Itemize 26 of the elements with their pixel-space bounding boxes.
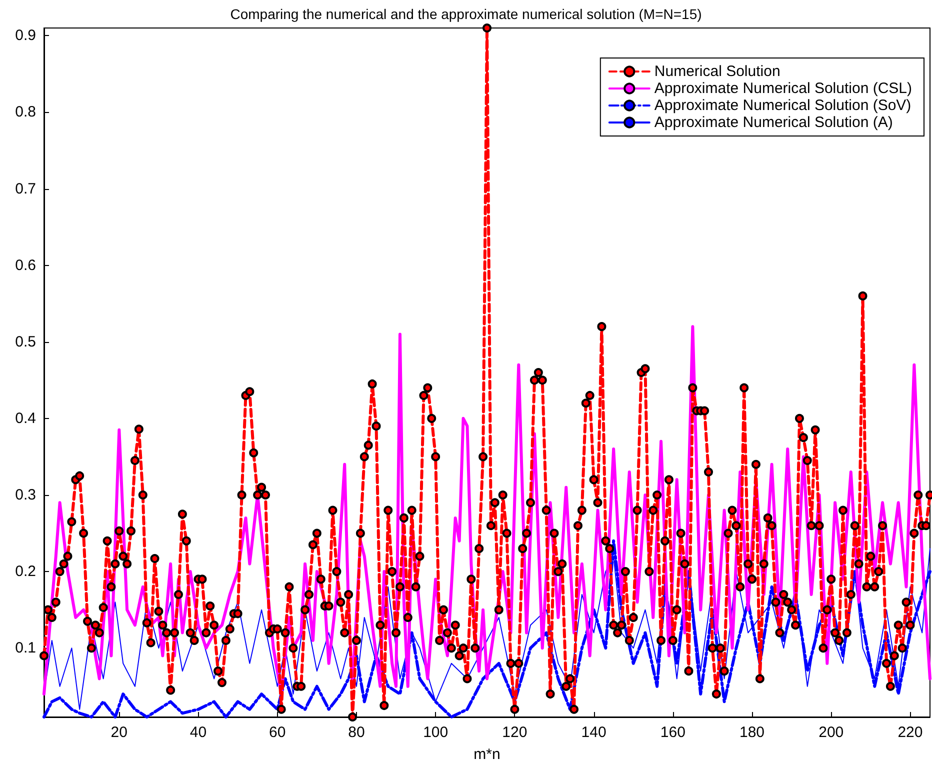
y-tick-label: 0.3 <box>15 486 36 504</box>
y-tick-label: 0.7 <box>15 180 36 198</box>
x-tick-label: 220 <box>898 724 923 741</box>
x-tick-label: 100 <box>423 724 448 741</box>
y-tick-label: 0.1 <box>15 640 36 657</box>
x-tick-label: 200 <box>818 724 844 741</box>
x-tick-label: 80 <box>348 724 365 741</box>
legend-label: Approximate Numerical Solution (CSL) <box>654 80 912 97</box>
x-tick-label: 60 <box>269 724 286 741</box>
x-axis-title: m*n <box>474 746 500 763</box>
y-tick-label: 0.5 <box>15 333 36 350</box>
x-tick-label: 120 <box>502 724 528 741</box>
y-tick-label: 0.6 <box>15 256 36 274</box>
x-tick-label: 140 <box>581 724 606 741</box>
x-tick-label: 40 <box>190 724 207 741</box>
legend-label: Approximate Numerical Solution (SoV) <box>654 97 912 114</box>
x-tick-label: 20 <box>110 724 128 741</box>
x-tick-label: 160 <box>660 724 686 741</box>
legend-label: Approximate Numerical Solution (A) <box>654 114 893 131</box>
y-tick-label: 0.8 <box>15 104 36 121</box>
legend-label: Numerical Solution <box>654 63 780 80</box>
y-tick-label: 0.2 <box>15 563 36 580</box>
y-tick-label: 0.9 <box>15 27 36 44</box>
chart-title: Comparing the numerical and the approximate numerical solution (M=N=15) <box>230 6 702 22</box>
y-tick-label: 0.4 <box>15 410 36 427</box>
x-tick-label: 180 <box>739 724 765 741</box>
